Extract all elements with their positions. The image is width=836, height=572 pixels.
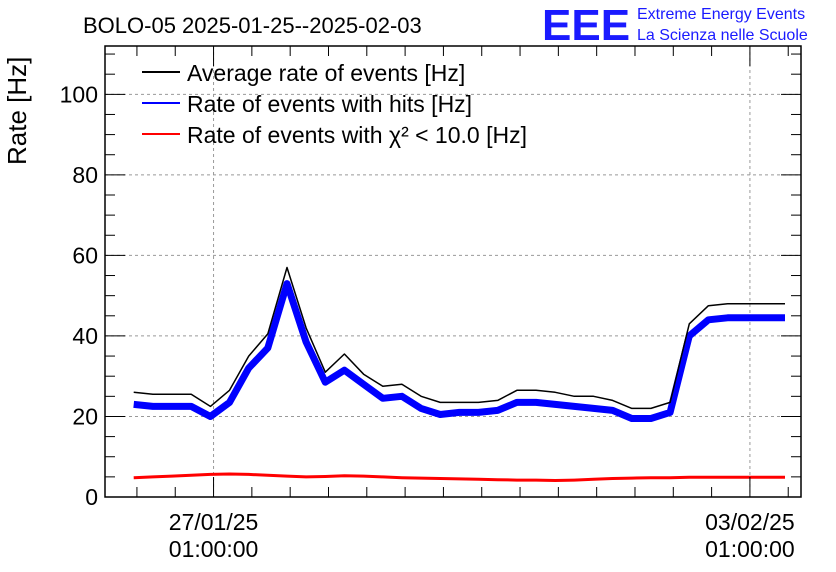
legend-entry: Rate of events with χ² < 10.0 [Hz] bbox=[187, 122, 527, 148]
y-axis-label: Rate [Hz] bbox=[2, 57, 32, 165]
logo-line-2: La Scienza nelle Scuole bbox=[637, 27, 808, 44]
y-tick-label: 40 bbox=[72, 323, 98, 349]
y-tick-label: 20 bbox=[72, 403, 98, 429]
eee-logo: EEE Extreme Energy Events La Scienza nel… bbox=[542, 1, 808, 50]
series-line-1 bbox=[133, 280, 785, 422]
x-tick-label-date: 03/02/25 bbox=[705, 509, 795, 535]
x-tick-label-date: 27/01/25 bbox=[169, 509, 259, 535]
legend: Average rate of events [Hz] Rate of event… bbox=[142, 60, 527, 148]
chart-title: BOLO-05 2025-01-25--2025-02-03 bbox=[83, 13, 422, 38]
axes: 02040608010027/01/2501:00:0003/02/2501:0… bbox=[60, 46, 801, 562]
y-tick-label: 0 bbox=[85, 484, 98, 510]
logo-line-1: Extreme Energy Events bbox=[637, 6, 805, 23]
logo-mark: EEE bbox=[542, 1, 630, 50]
y-tick-label: 100 bbox=[60, 81, 98, 107]
series-line-2 bbox=[133, 472, 785, 482]
series-line-0 bbox=[133, 266, 785, 410]
series-layer bbox=[133, 266, 785, 482]
legend-entry: Rate of events with hits [Hz] bbox=[187, 91, 472, 117]
legend-entry: Average rate of events [Hz] bbox=[187, 60, 465, 86]
plot-frame bbox=[104, 45, 802, 498]
y-tick-label: 80 bbox=[72, 162, 98, 188]
y-tick-label: 60 bbox=[72, 242, 98, 268]
x-tick-label-time: 01:00:00 bbox=[705, 536, 795, 562]
x-tick-label-time: 01:00:00 bbox=[169, 536, 259, 562]
